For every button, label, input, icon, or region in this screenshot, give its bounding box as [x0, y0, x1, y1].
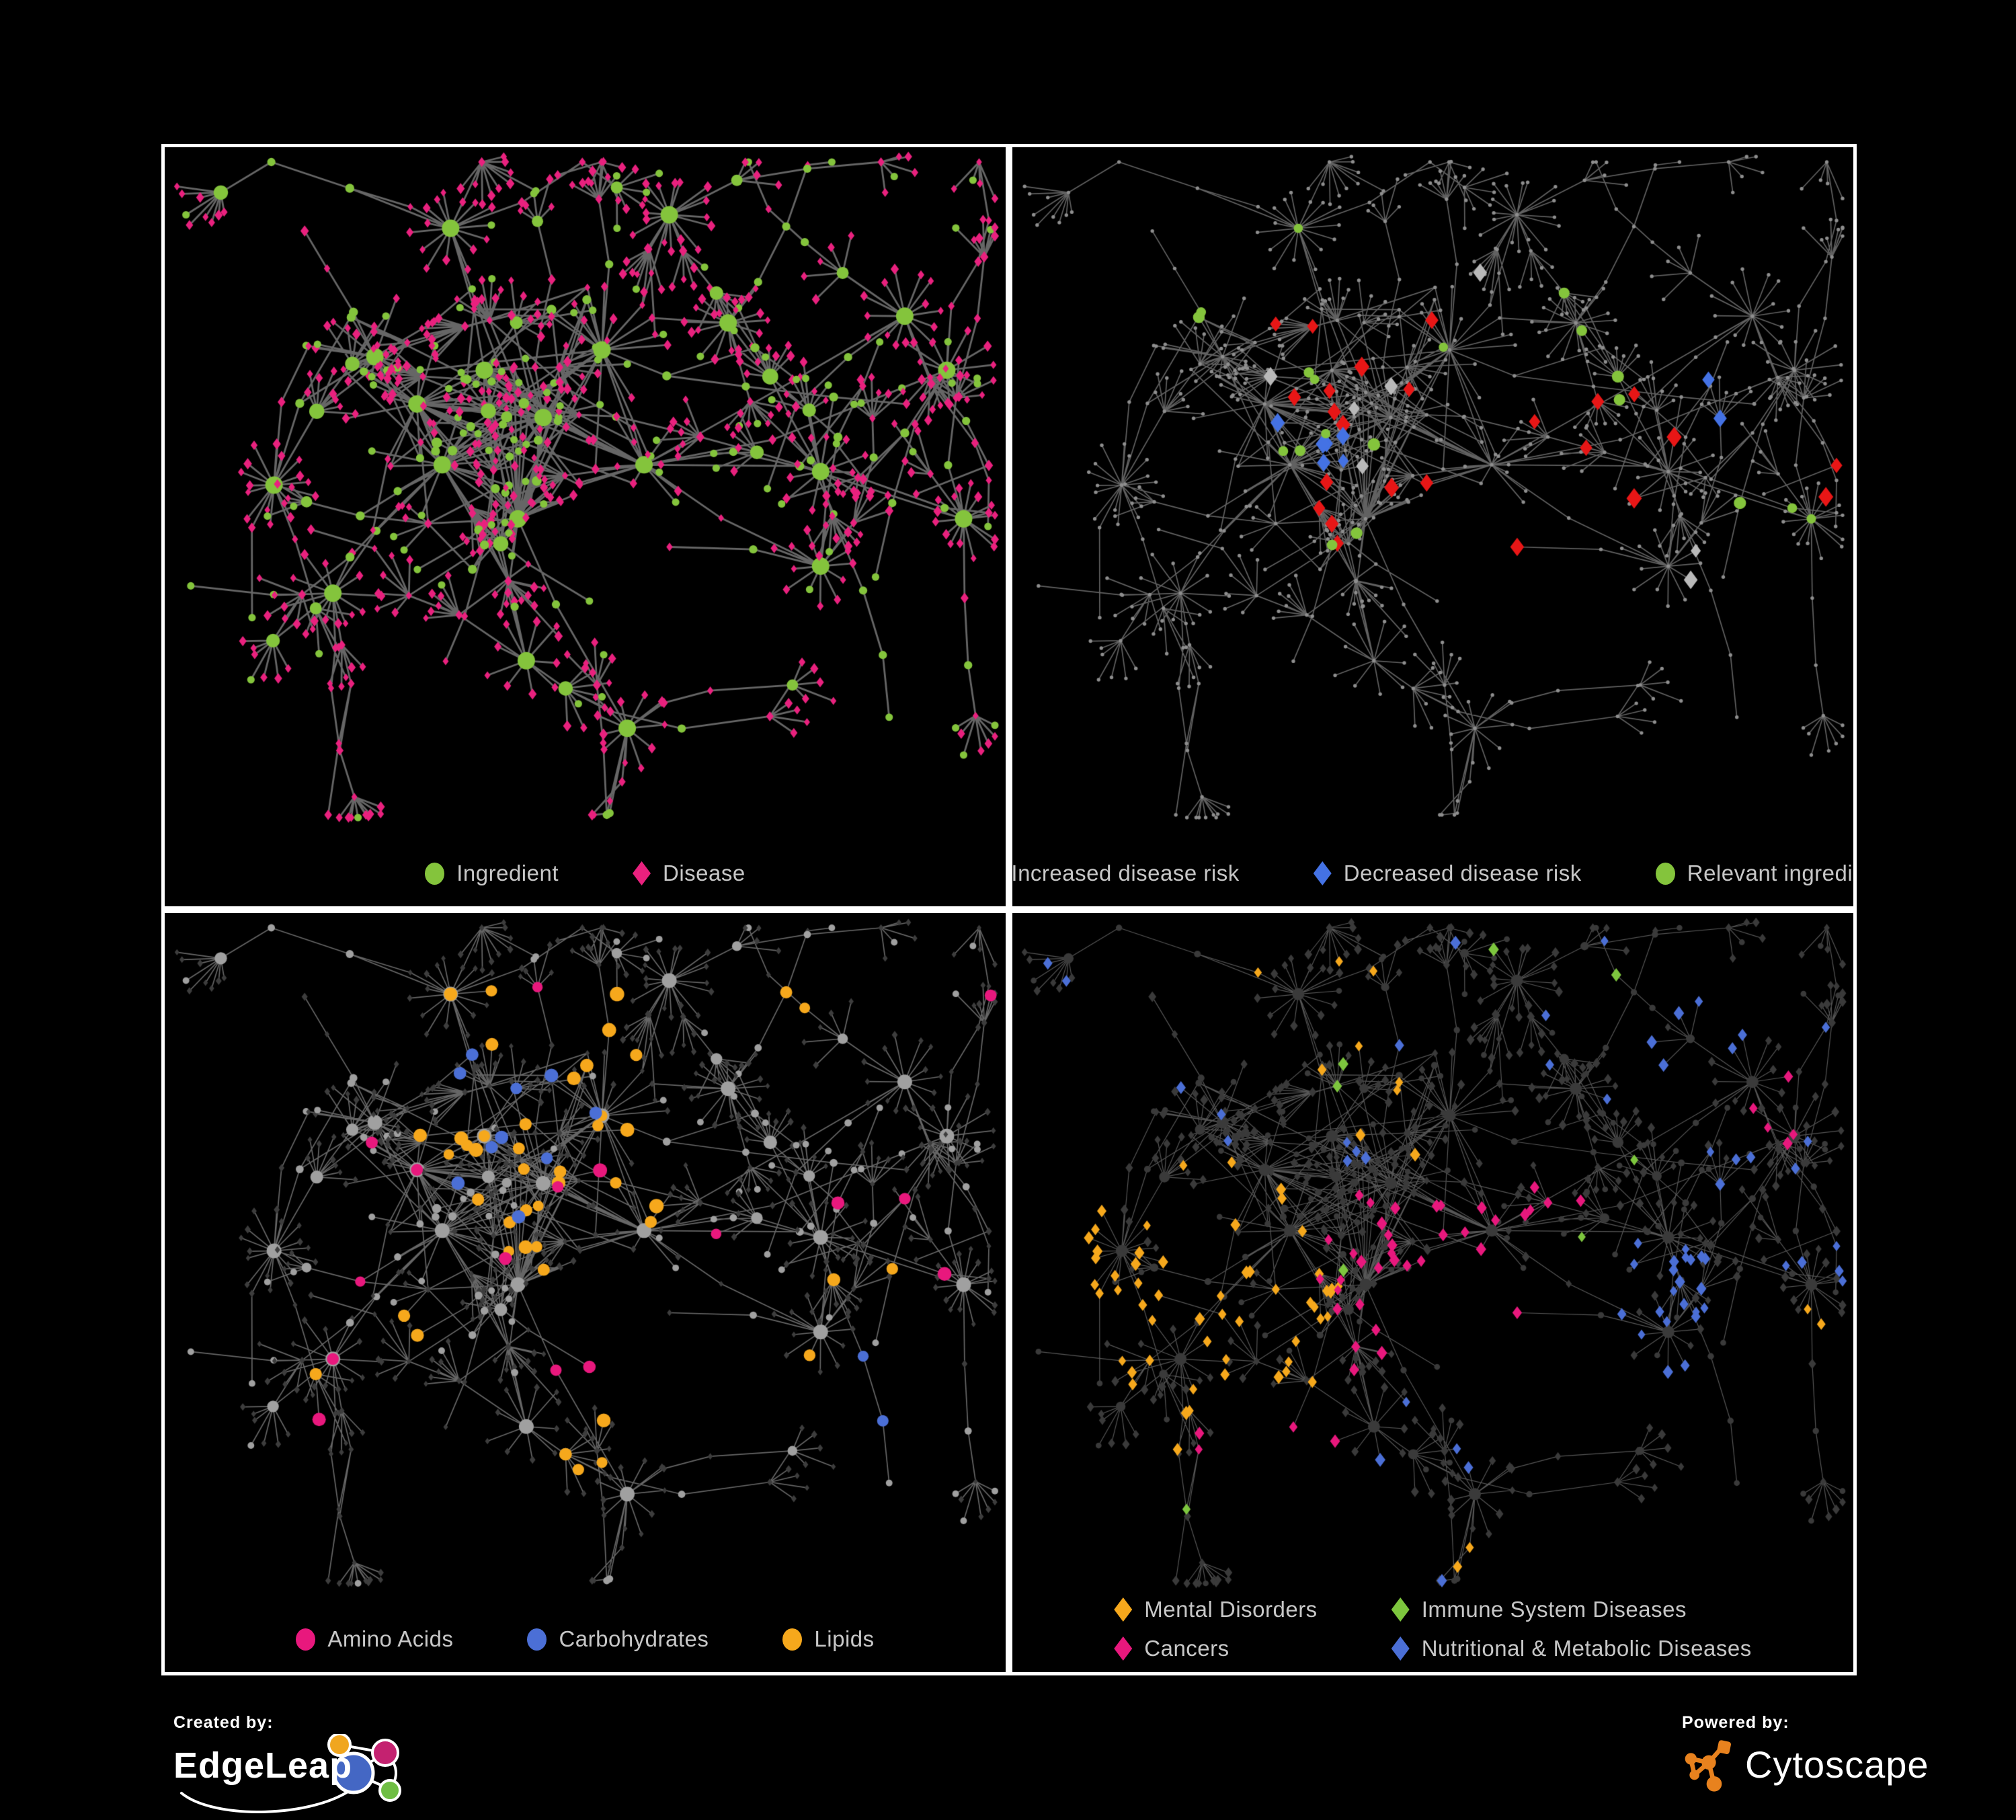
legend-circle-marker-icon [296, 1628, 316, 1651]
legend-label: Ingredient [456, 861, 559, 885]
legend-label: Amino Acids [327, 1626, 454, 1651]
powered-by-block: Powered by: Cytoscape [1682, 1713, 1929, 1793]
legend-diamond-marker-icon [1114, 1636, 1133, 1661]
legend-disease-risk: Increased disease risk Decreased disease … [1012, 861, 1853, 886]
legend-nutrient-classes: Amino Acids Carbohydrates Lipids [165, 1626, 1006, 1652]
edgeleap-logo: EdgeLeap [173, 1733, 489, 1815]
legend-diamond-marker-icon [633, 861, 651, 885]
legend-circle-marker-icon [425, 862, 445, 885]
legend-item-increased-disease-risk: Increased disease risk [1011, 861, 1240, 886]
legend-item-nutritional-metabolic-diseases: Nutritional & Metabolic Diseases [1391, 1636, 1752, 1661]
legend-item-disease: Disease [633, 861, 745, 886]
legend-diamond-marker-icon [1391, 1636, 1410, 1661]
legend-item-lipids: Lipids [782, 1626, 874, 1652]
legend-label: Immune System Diseases [1421, 1597, 1687, 1622]
legend-item-relevant-ingredient: Relevant ingredient [1655, 861, 1853, 886]
nutrient-class-network-graph [165, 913, 1006, 1672]
panel-grid: Ingredient Disease Increased disease risk… [161, 144, 1857, 1675]
legend-circle-marker-icon [1655, 862, 1675, 885]
legend-diamond-marker-icon [1391, 1597, 1410, 1622]
legend-circle-marker-icon [782, 1628, 803, 1651]
legend-label: Mental Disorders [1144, 1597, 1318, 1622]
legend-label: Decreased disease risk [1343, 861, 1582, 885]
legend-label: Relevant ingredient [1687, 861, 1853, 885]
legend-label: Disease [663, 861, 745, 885]
legend-item-cancers: Cancers [1114, 1636, 1317, 1661]
ingredient-disease-network-graph [165, 147, 1006, 906]
legend-item-mental-disorders: Mental Disorders [1114, 1597, 1317, 1622]
legend-item-amino-acids: Amino Acids [296, 1626, 453, 1652]
created-by-block: Created by: EdgeLeap [173, 1713, 489, 1815]
legend-label: Nutritional & Metabolic Diseases [1421, 1636, 1752, 1661]
panel-disease-risk: Increased disease risk Decreased disease … [1009, 144, 1857, 910]
panel-ingredient-disease: Ingredient Disease [161, 144, 1009, 910]
legend-item-carbohydrates: Carbohydrates [527, 1626, 709, 1652]
legend-diamond-marker-icon [1313, 861, 1332, 885]
disease-category-network-graph [1012, 913, 1853, 1672]
legend-ingredient-disease: Ingredient Disease [165, 861, 1006, 886]
legend-diamond-marker-icon [1114, 1597, 1133, 1622]
panel-disease-categories: Mental Disorders Immune System Diseases Ca… [1009, 910, 1857, 1675]
legend-label: Increased disease risk [1011, 861, 1240, 885]
legend-item-ingredient: Ingredient [425, 861, 559, 886]
panel-nutrient-classes: Amino Acids Carbohydrates Lipids [161, 910, 1009, 1675]
legend-item-decreased-disease-risk: Decreased disease risk [1313, 861, 1582, 886]
legend-item-immune-system-diseases: Immune System Diseases [1391, 1597, 1752, 1622]
powered-by-label: Powered by: [1682, 1713, 1789, 1732]
legend-disease-categories: Mental Disorders Immune System Diseases Ca… [1012, 1597, 1853, 1661]
disease-risk-network-graph [1012, 147, 1853, 906]
legend-circle-marker-icon [527, 1628, 547, 1651]
created-by-label: Created by: [173, 1713, 274, 1732]
legend-label: Lipids [814, 1626, 875, 1651]
legend-label: Carbohydrates [559, 1626, 709, 1651]
cytoscape-wordmark: Cytoscape [1745, 1743, 1929, 1786]
legend-label: Cancers [1144, 1636, 1229, 1661]
cytoscape-logo-icon [1685, 1740, 1731, 1792]
edgeleap-wordmark: EdgeLeap [173, 1745, 353, 1786]
edgeleap-logo-graphic [180, 1733, 401, 1814]
